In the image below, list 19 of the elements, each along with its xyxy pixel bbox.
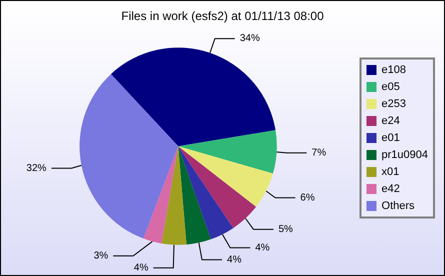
legend-label: e108: [382, 64, 406, 76]
legend-label: e24: [382, 115, 400, 127]
data-label: 4%: [255, 242, 270, 254]
legend-label: x01: [382, 166, 400, 178]
legend-label: e05: [382, 81, 400, 93]
data-label: 4%: [227, 254, 242, 266]
data-label: 6%: [300, 192, 315, 204]
data-label: 3%: [94, 250, 108, 262]
data-label: 4%: [134, 262, 148, 274]
legend-label: e01: [382, 132, 400, 144]
legend-label: e42: [382, 183, 400, 195]
legend-label: pr1u0904: [382, 149, 428, 161]
legend-label: e253: [382, 98, 406, 110]
data-label: 5%: [278, 224, 294, 235]
legend-label: Others: [382, 200, 416, 212]
data-label: 32%: [26, 162, 47, 174]
data-label: 7%: [312, 147, 326, 158]
chart-title: Files in work (esfs2) at 01/11/13 08:00: [121, 9, 324, 23]
data-label: 34%: [240, 33, 260, 44]
